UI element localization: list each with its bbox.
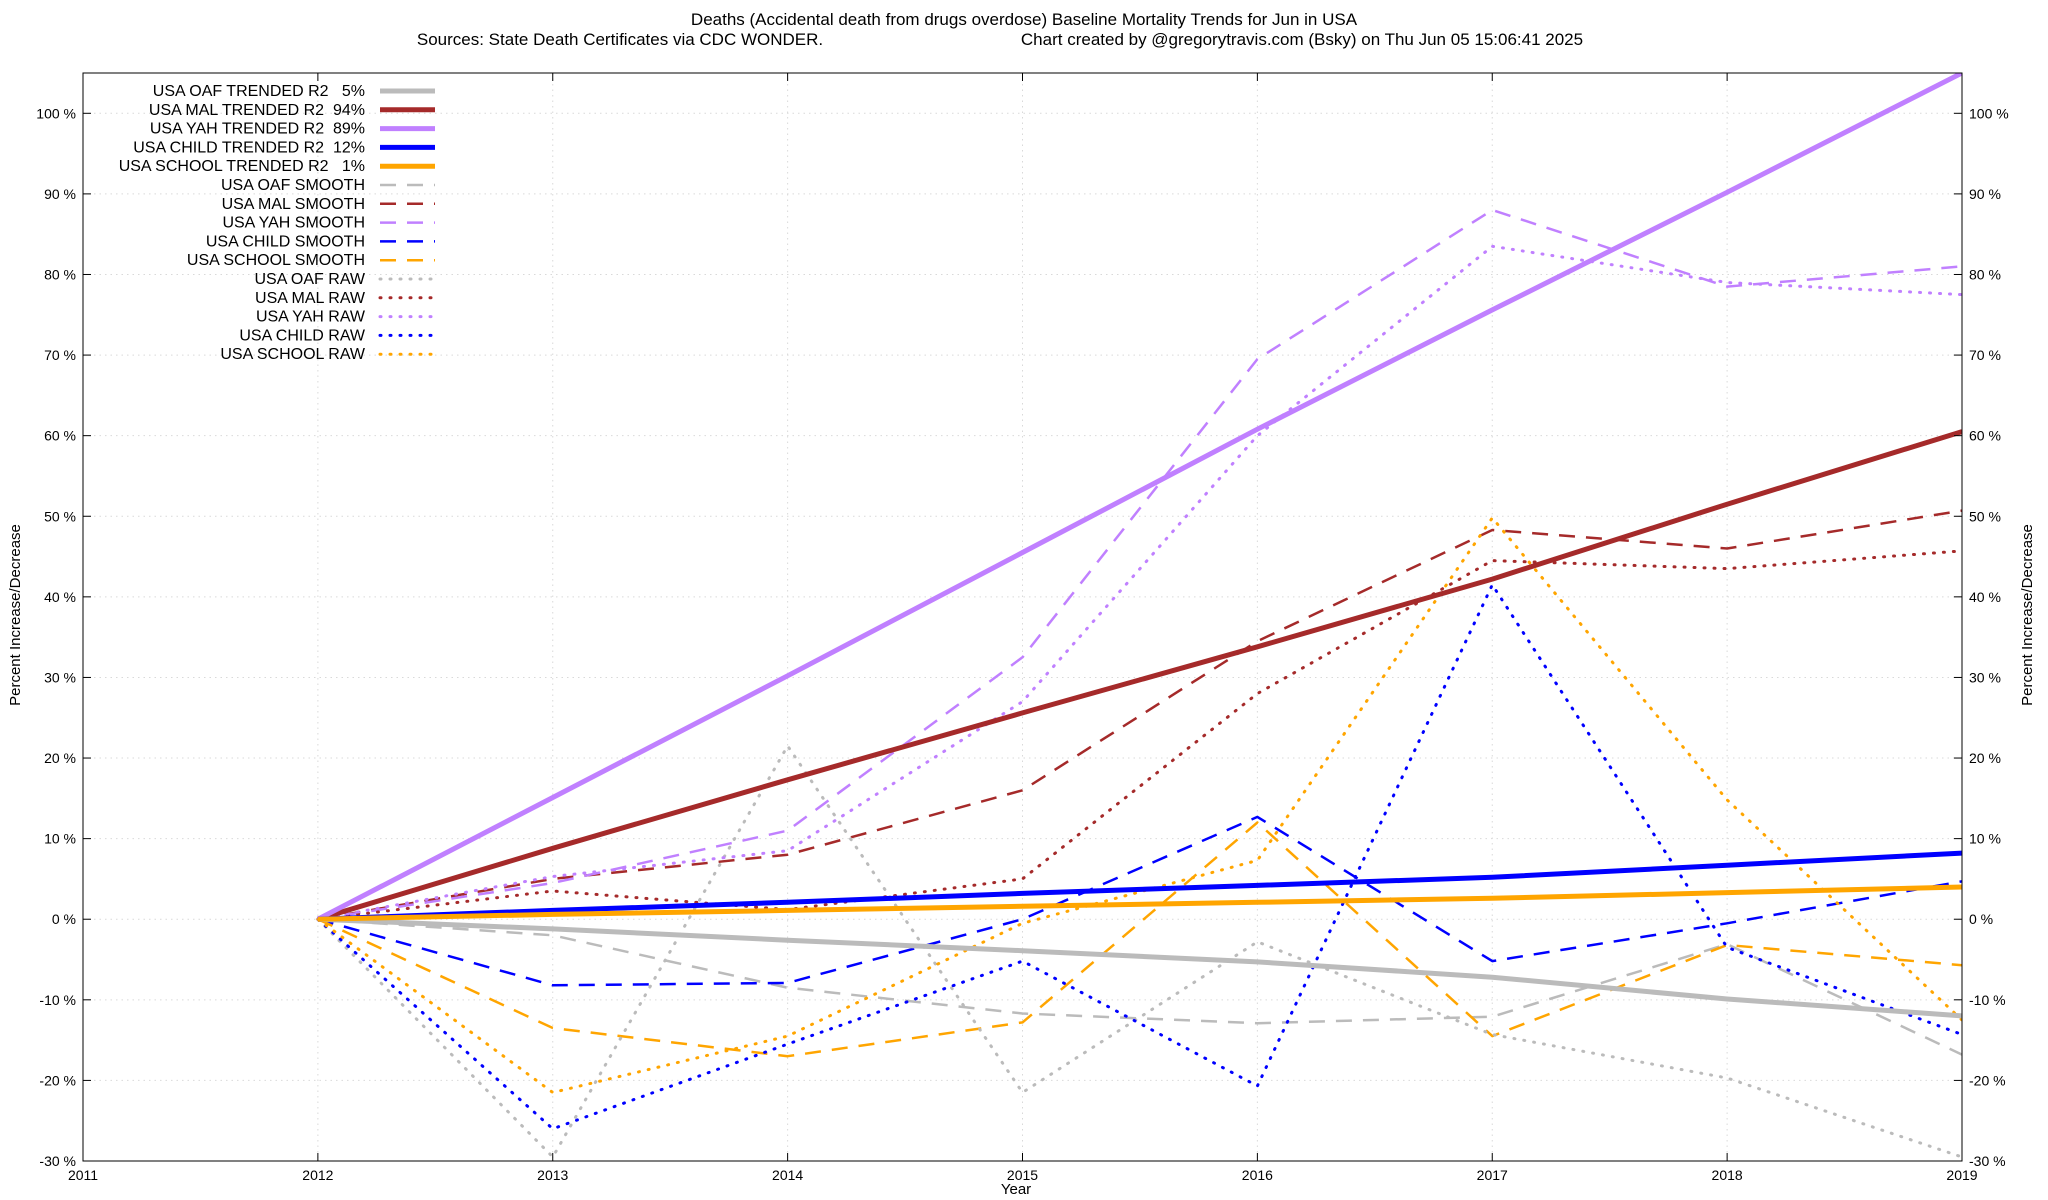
y-tick-label-right: 30 %	[1969, 669, 2001, 685]
y-tick-label-left: 40 %	[44, 589, 76, 605]
legend-label: USA OAF RAW	[254, 271, 365, 288]
legend-label: USA MAL RAW	[255, 290, 366, 307]
series-line-usa-mal-smooth	[317, 509, 1962, 921]
y-tick-label-right: 20 %	[1969, 750, 2001, 766]
series-line-usa-school-trended	[317, 884, 1962, 922]
legend-label: USA CHILD TRENDED R2 12%	[133, 139, 365, 156]
y-tick-label-right: 90 %	[1969, 186, 2001, 202]
x-tick-label: 2016	[1242, 1167, 1273, 1183]
y-tick-label-left: 20 %	[44, 750, 76, 766]
legend-label: USA YAH TRENDED R2 89%	[150, 121, 365, 138]
series-line-usa-yah-smooth	[317, 208, 1962, 921]
x-tick-label: 2011	[68, 1167, 98, 1183]
legend-label: USA SCHOOL TRENDED R2 1%	[119, 158, 365, 175]
legend-label: USA SCHOOL RAW	[220, 346, 366, 363]
series-line-usa-child-raw	[316, 583, 1962, 1131]
x-tick-label: 2019	[1946, 1167, 1977, 1183]
series-line-usa-child-trended	[317, 850, 1962, 922]
series-line-usa-mal-trended	[317, 429, 1962, 922]
legend-label: USA OAF TRENDED R2 5%	[153, 83, 365, 100]
x-tick-label: 2014	[772, 1167, 803, 1183]
series-line-usa-yah-raw	[316, 244, 1962, 921]
chart-title: Deaths (Accidental death from drugs over…	[691, 10, 1358, 29]
y-tick-label-right: -30 %	[1969, 1153, 2006, 1169]
y-tick-label-right: -20 %	[1969, 1072, 2006, 1088]
y-axis-label-left: Percent Increase/Decrease	[7, 524, 24, 706]
series-line-usa-oaf-raw	[316, 744, 1962, 1159]
y-tick-label-left: 70 %	[44, 347, 76, 363]
series-line-usa-oaf-trended	[317, 916, 1962, 1019]
x-tick-label: 2018	[1712, 1167, 1743, 1183]
x-tick-label: 2015	[1007, 1167, 1038, 1183]
y-tick-label-left: -20 %	[39, 1072, 76, 1088]
legend-label: USA CHILD SMOOTH	[206, 233, 365, 250]
legend-label: USA OAF SMOOTH	[221, 177, 365, 194]
legend: USA OAF TRENDED R2 5% USA MAL TRENDED R2 …	[119, 83, 437, 363]
y-tick-label-left: -30 %	[39, 1153, 76, 1169]
series-line-usa-school-smooth	[317, 821, 1962, 1058]
legend-label: USA SCHOOL SMOOTH	[187, 252, 365, 269]
y-axis-label-right: Percent Increase/Decrease	[2019, 524, 2036, 706]
series-lines	[316, 73, 1962, 1159]
series-line-usa-child-smooth	[317, 815, 1962, 987]
y-tick-label-right: 50 %	[1969, 508, 2001, 524]
chart-subtitle-source: Sources: State Death Certificates via CD…	[417, 30, 823, 49]
y-tick-label-left: 90 %	[44, 186, 76, 202]
chart-subtitle-credit: Chart created by @gregorytravis.com (Bsk…	[1021, 30, 1583, 49]
y-tick-label-right: 60 %	[1969, 428, 2001, 444]
y-tick-label-left: 50 %	[44, 508, 76, 524]
series-line-usa-yah-trended	[316, 73, 1962, 922]
series-line-usa-mal-raw	[316, 549, 1962, 921]
y-tick-label-left: 80 %	[44, 266, 76, 282]
y-tick-label-right: 100 %	[1969, 105, 2009, 121]
legend-label: USA MAL SMOOTH	[222, 196, 365, 213]
y-tick-label-right: 80 %	[1969, 266, 2001, 282]
legend-label: USA YAH RAW	[256, 309, 366, 326]
y-tick-label-right: 70 %	[1969, 347, 2001, 363]
y-tick-label-right: 0 %	[1969, 911, 1993, 927]
y-tick-label-left: 30 %	[44, 669, 76, 685]
y-tick-label-right: -10 %	[1969, 992, 2006, 1008]
y-tick-label-left: -10 %	[39, 992, 76, 1008]
x-tick-label: 2017	[1477, 1167, 1508, 1183]
x-tick-label: 2012	[302, 1167, 333, 1183]
legend-label: USA MAL TRENDED R2 94%	[149, 102, 365, 119]
y-tick-label-left: 10 %	[44, 831, 76, 847]
series-line-usa-oaf-smooth	[317, 917, 1962, 1056]
x-axis-label: Year	[1001, 1181, 1031, 1198]
legend-label: USA CHILD RAW	[239, 327, 366, 344]
y-tick-label-left: 0 %	[52, 911, 76, 927]
x-tick-label: 2013	[537, 1167, 568, 1183]
y-tick-label-left: 100 %	[36, 105, 76, 121]
y-tick-label-right: 40 %	[1969, 589, 2001, 605]
axis-ticks: 2011 2012 2013 2014 2015 2016 2017 2018 2019-30 …	[36, 73, 2009, 1183]
legend-label: USA YAH SMOOTH	[222, 215, 365, 232]
y-tick-label-right: 10 %	[1969, 831, 2001, 847]
series-line-usa-school-raw	[316, 516, 1962, 1094]
y-tick-label-left: 60 %	[44, 428, 76, 444]
